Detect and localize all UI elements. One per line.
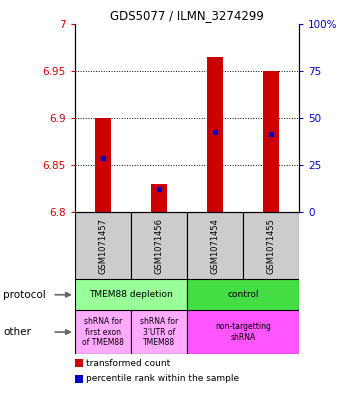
Text: TMEM88 depletion: TMEM88 depletion	[89, 290, 173, 299]
FancyBboxPatch shape	[187, 310, 299, 354]
FancyBboxPatch shape	[75, 310, 131, 354]
FancyBboxPatch shape	[75, 212, 131, 279]
FancyBboxPatch shape	[187, 212, 243, 279]
Title: GDS5077 / ILMN_3274299: GDS5077 / ILMN_3274299	[110, 9, 264, 22]
Text: GSM1071457: GSM1071457	[98, 218, 107, 274]
Text: protocol: protocol	[3, 290, 46, 300]
Bar	[95, 118, 111, 212]
FancyBboxPatch shape	[75, 279, 187, 310]
FancyBboxPatch shape	[131, 212, 187, 279]
Text: GSM1071455: GSM1071455	[267, 218, 276, 274]
FancyBboxPatch shape	[243, 212, 299, 279]
Text: control: control	[227, 290, 259, 299]
Text: other: other	[3, 327, 31, 337]
Text: transformed count: transformed count	[86, 359, 170, 367]
Text: GSM1071454: GSM1071454	[210, 218, 220, 274]
Bar	[151, 184, 167, 212]
Text: shRNA for
first exon
of TMEM88: shRNA for first exon of TMEM88	[82, 317, 124, 347]
FancyBboxPatch shape	[131, 310, 187, 354]
Text: shRNA for
3'UTR of
TMEM88: shRNA for 3'UTR of TMEM88	[140, 317, 178, 347]
Text: non-targetting
shRNA: non-targetting shRNA	[215, 322, 271, 342]
Text: GSM1071456: GSM1071456	[154, 218, 164, 274]
FancyBboxPatch shape	[187, 279, 299, 310]
Bar	[207, 57, 223, 212]
Bar	[263, 71, 279, 212]
Text: percentile rank within the sample: percentile rank within the sample	[86, 375, 239, 383]
